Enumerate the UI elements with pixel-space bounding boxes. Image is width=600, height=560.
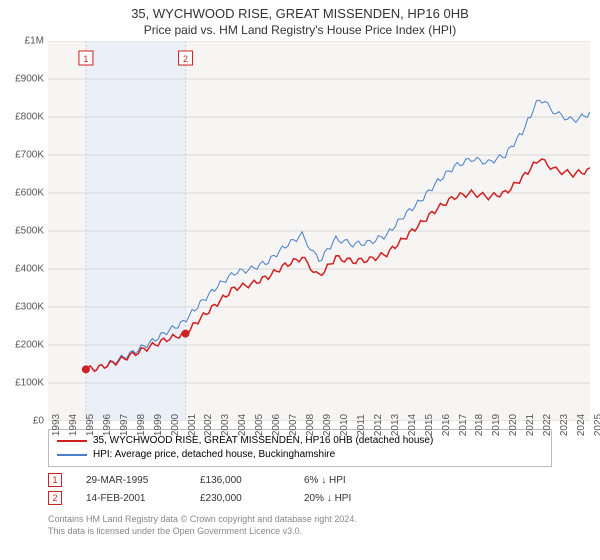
x-axis-label: 2016: [441, 414, 452, 436]
chart-subtitle: Price paid vs. HM Land Registry's House …: [0, 21, 600, 41]
x-axis-label: 2008: [305, 414, 316, 436]
legend-swatch-hpi: [57, 454, 87, 456]
x-axis-label: 1994: [68, 414, 79, 436]
y-axis-label: £900K: [15, 74, 44, 85]
y-axis-label: £400K: [15, 264, 44, 275]
x-axis-label: 2013: [390, 414, 401, 436]
y-axis-label: £800K: [15, 112, 44, 123]
chart-svg: 12: [48, 41, 590, 421]
footer: Contains HM Land Registry data © Crown c…: [48, 513, 552, 537]
x-axis-label: 2003: [220, 414, 231, 436]
sale-delta: 6% ↓ HPI: [304, 475, 346, 486]
svg-text:1: 1: [83, 54, 88, 64]
y-axis-label: £100K: [15, 378, 44, 389]
legend-item: HPI: Average price, detached house, Buck…: [57, 448, 543, 462]
x-axis-label: 2024: [576, 414, 587, 436]
y-axis-label: £600K: [15, 188, 44, 199]
footer-line: This data is licensed under the Open Gov…: [48, 525, 552, 537]
x-axis-label: 2004: [237, 414, 248, 436]
x-axis-label: 1993: [51, 414, 62, 436]
sale-date: 29-MAR-1995: [86, 475, 176, 486]
x-axis-label: 2020: [508, 414, 519, 436]
sale-marker-icon: 1: [48, 473, 62, 487]
x-axis-label: 2017: [458, 414, 469, 436]
x-axis-label: 2022: [542, 414, 553, 436]
y-axis-label: £0: [33, 416, 44, 427]
sale-price: £230,000: [200, 493, 280, 504]
y-axis-label: £700K: [15, 150, 44, 161]
x-axis-label: 2023: [559, 414, 570, 436]
x-axis-label: 2000: [170, 414, 181, 436]
sale-price: £136,000: [200, 475, 280, 486]
x-axis-label: 2007: [288, 414, 299, 436]
x-axis-label: 2025: [593, 414, 600, 436]
footer-line: Contains HM Land Registry data © Crown c…: [48, 513, 552, 525]
x-axis-label: 1998: [136, 414, 147, 436]
x-axis-label: 2001: [187, 414, 198, 436]
legend-swatch-property: [57, 440, 87, 442]
y-axis-label: £300K: [15, 302, 44, 313]
y-axis-label: £1M: [25, 36, 44, 47]
legend-label: HPI: Average price, detached house, Buck…: [93, 448, 335, 462]
y-axis-label: £200K: [15, 340, 44, 351]
x-axis-label: 2014: [407, 414, 418, 436]
sale-row: 2 14-FEB-2001 £230,000 20% ↓ HPI: [48, 489, 552, 507]
chart-area: 12 £0£100K£200K£300K£400K£500K£600K£700K…: [48, 41, 590, 421]
x-axis-label: 1996: [102, 414, 113, 436]
x-axis-label: 2010: [339, 414, 350, 436]
chart-title: 35, WYCHWOOD RISE, GREAT MISSENDEN, HP16…: [0, 0, 600, 21]
x-axis-label: 2019: [491, 414, 502, 436]
x-axis-label: 1995: [85, 414, 96, 436]
sale-row: 1 29-MAR-1995 £136,000 6% ↓ HPI: [48, 471, 552, 489]
x-axis-label: 2002: [203, 414, 214, 436]
sale-marker-icon: 2: [48, 491, 62, 505]
x-axis-label: 2018: [474, 414, 485, 436]
sales-table: 1 29-MAR-1995 £136,000 6% ↓ HPI 2 14-FEB…: [48, 471, 552, 507]
x-axis-label: 2011: [356, 414, 367, 436]
x-axis-label: 2006: [271, 414, 282, 436]
x-axis-label: 2021: [525, 414, 536, 436]
y-axis-label: £500K: [15, 226, 44, 237]
x-axis-label: 2009: [322, 414, 333, 436]
x-axis-label: 2005: [254, 414, 265, 436]
x-axis-label: 1999: [153, 414, 164, 436]
svg-text:2: 2: [183, 54, 188, 64]
x-axis-label: 2012: [373, 414, 384, 436]
sale-date: 14-FEB-2001: [86, 493, 176, 504]
x-axis-label: 1997: [119, 414, 130, 436]
x-axis-label: 2015: [424, 414, 435, 436]
sale-delta: 20% ↓ HPI: [304, 493, 351, 504]
